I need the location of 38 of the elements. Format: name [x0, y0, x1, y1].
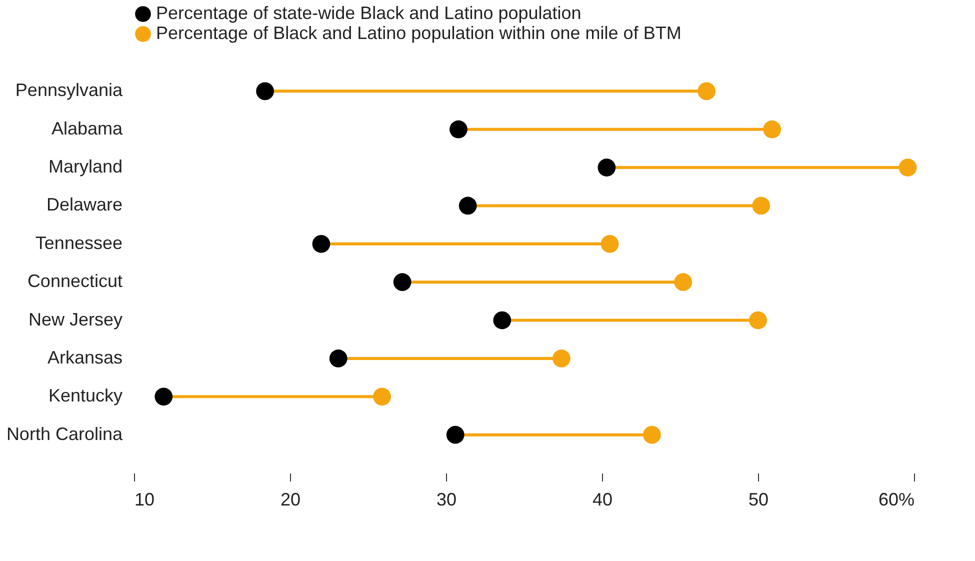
point [154, 388, 173, 406]
point [598, 158, 616, 176]
point [256, 82, 274, 100]
point [312, 234, 330, 253]
x-tick-label: 10 [134, 490, 155, 510]
y-tick-label: Kentucky [48, 386, 122, 406]
y-tick-label: Connecticut [27, 271, 122, 292]
y-tick-label: Tennessee [35, 232, 122, 253]
x-tick-label: 40 [592, 490, 613, 510]
point [446, 426, 464, 444]
x-tick-label: 30 [436, 490, 457, 510]
y-tick-label: Pennsylvania [15, 80, 124, 100]
point [752, 196, 770, 215]
point [763, 120, 781, 138]
point [493, 311, 512, 330]
point [329, 350, 348, 368]
point [600, 234, 619, 253]
y-tick-label: Maryland [48, 156, 122, 177]
point [450, 120, 468, 138]
point [642, 426, 661, 444]
x-tick-label: 60% [878, 490, 914, 510]
point [898, 158, 917, 176]
point [698, 82, 716, 100]
y-tick-label: Alabama [51, 118, 124, 138]
y-tick-label: Arkansas [47, 347, 122, 368]
point [393, 273, 412, 292]
y-tick-label: New Jersey [28, 309, 122, 330]
legend-label: Percentage of Black and Latino population within one mile of BTM [156, 23, 682, 43]
point [674, 273, 692, 292]
x-tick-label: 50 [748, 490, 769, 510]
x-tick-label: 20 [280, 490, 301, 510]
point [749, 311, 767, 330]
point [458, 196, 477, 215]
legend-label: Percentage of state-wide Black and Latino population [156, 3, 582, 23]
point [552, 350, 570, 368]
point [373, 388, 391, 406]
y-tick-label: Delaware [46, 194, 122, 215]
y-tick-label: North Carolina [6, 424, 124, 444]
